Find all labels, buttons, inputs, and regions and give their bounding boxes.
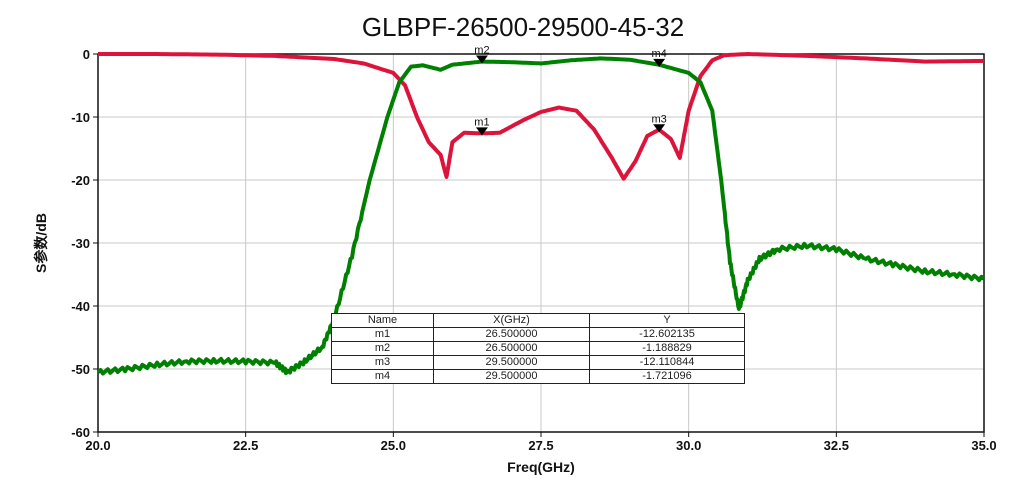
- marker-label: m1: [474, 116, 489, 128]
- x-tick-label: 32.5: [824, 438, 849, 453]
- y-tick-label: 0: [83, 47, 90, 62]
- marker-table-header: Name X(GHz) Y: [331, 313, 745, 328]
- series-s21: [96, 56, 986, 376]
- x-axis-label: Freq(GHz): [507, 459, 575, 475]
- y-tick-label: -50: [71, 362, 90, 377]
- y-tick-label: -40: [71, 299, 90, 314]
- marker-label: m4: [651, 48, 666, 60]
- marker-label: m2: [474, 44, 489, 56]
- marker-row: m3 29.500000 -12.110844: [331, 355, 745, 370]
- x-tick-label: 30.0: [676, 438, 701, 453]
- plot-frame: [97, 53, 985, 433]
- x-tick-label: 35.0: [971, 438, 996, 453]
- marker-triangle-icon: [475, 127, 488, 136]
- x-tick-label: 20.0: [85, 438, 110, 453]
- series-s11: [98, 52, 985, 181]
- x-tick-label: 25.0: [381, 438, 406, 453]
- marker-row: m4 29.500000 -1.721096: [331, 369, 745, 384]
- y-tick-label: -60: [71, 425, 90, 440]
- y-tick-label: -10: [71, 110, 90, 125]
- x-tick-label: 22.5: [233, 438, 258, 453]
- y-tick-label: -30: [71, 236, 90, 251]
- header-x: X(GHz): [433, 313, 590, 328]
- marker-triangle-icon: [653, 58, 666, 67]
- y-tick-label: -20: [71, 173, 90, 188]
- y-axis-label: S参数/dB: [33, 213, 49, 273]
- marker-triangle-icon: [653, 124, 666, 133]
- marker-label: m3: [651, 113, 666, 125]
- header-y: Y: [589, 313, 745, 328]
- marker-row: m2 26.500000 -1.188829: [331, 341, 745, 356]
- header-name: Name: [331, 313, 434, 328]
- marker-table: Name X(GHz) Y m1 26.500000 -12.602135 m2 26…: [331, 313, 745, 384]
- chart-title: GLBPF-26500-29500-45-32: [361, 12, 685, 42]
- marker-triangle-icon: [475, 55, 488, 64]
- x-tick-label: 27.5: [528, 438, 553, 453]
- marker-row: m1 26.500000 -12.602135: [331, 327, 745, 342]
